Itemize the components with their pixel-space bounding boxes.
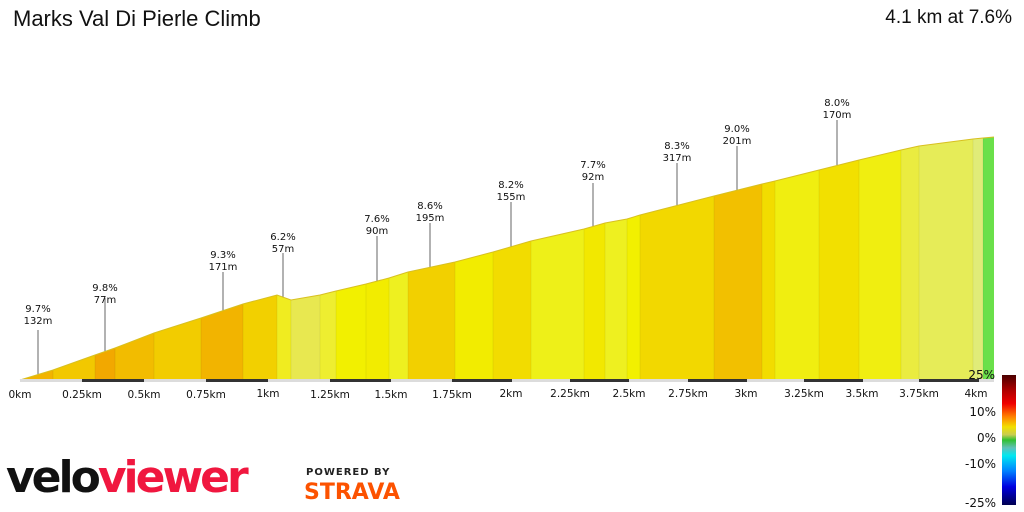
annotation-length: 155m <box>497 192 526 203</box>
annotation-gradient: 8.2% <box>498 180 523 191</box>
annotation-length: 317m <box>663 153 692 164</box>
x-tick: 1.75km <box>432 389 472 401</box>
x-tick: 3km <box>735 388 758 400</box>
x-tick: 2.25km <box>550 388 590 400</box>
legend-label: 10% <box>969 405 996 419</box>
annotation-gradient: 8.3% <box>664 141 689 152</box>
x-tick: 0km <box>9 389 32 401</box>
x-tick: 2.75km <box>668 388 708 400</box>
legend-label: -25% <box>965 496 996 510</box>
legend-label: 0% <box>977 431 996 445</box>
x-tick: 4km <box>965 388 988 400</box>
annotation-length: 195m <box>416 213 445 224</box>
x-tick: 0.5km <box>127 389 160 401</box>
annotation-gradient: 9.0% <box>724 124 749 135</box>
x-tick: 1.25km <box>310 389 350 401</box>
gradient-legend: 25% 10% 0% -10% -25% <box>965 368 1016 510</box>
veloviewer-logo: veloviewer <box>6 452 249 504</box>
annotation-lines <box>37 120 838 375</box>
legend-label: -10% <box>965 457 996 471</box>
annotation-length: 92m <box>582 172 604 183</box>
annotation-gradient: 9.3% <box>210 250 235 261</box>
annotation-length: 170m <box>823 110 852 121</box>
distance-scale-bar <box>20 379 994 382</box>
x-axis-ticks: 0km 0.25km 0.5km 0.75km 1km 1.25km 1.5km… <box>9 388 988 401</box>
annotation-length: 171m <box>209 262 238 273</box>
annotation-length: 57m <box>272 244 294 255</box>
annotation-gradient: 8.6% <box>417 201 442 212</box>
annotation-labels: 9.7% 132m 9.8% 77m 9.3% 171m 6.2% 57m 7.… <box>24 98 852 327</box>
logo-viewer: viewer <box>97 452 249 503</box>
annotation-length: 132m <box>24 316 53 327</box>
annotation-gradient: 9.7% <box>25 304 50 315</box>
x-tick: 3.5km <box>845 388 878 400</box>
x-tick: 0.75km <box>186 389 226 401</box>
x-tick: 3.75km <box>899 388 939 400</box>
annotation-length: 90m <box>366 226 388 237</box>
climb-title: Marks Val Di Pierle Climb <box>13 6 261 31</box>
annotation-gradient: 7.7% <box>580 160 605 171</box>
strava-logo: STRAVA <box>304 480 400 505</box>
x-tick: 0.25km <box>62 389 102 401</box>
x-tick: 2km <box>500 388 523 400</box>
gradient-segments <box>20 137 994 380</box>
annotation-gradient: 9.8% <box>92 283 117 294</box>
annotation-gradient: 6.2% <box>270 232 295 243</box>
x-tick: 2.5km <box>612 388 645 400</box>
annotation-gradient: 8.0% <box>824 98 849 109</box>
annotation-length: 77m <box>94 295 116 306</box>
x-tick: 3.25km <box>784 388 824 400</box>
x-tick: 1.5km <box>374 389 407 401</box>
powered-by-label: POWERED BY <box>306 467 391 478</box>
logo-velo: velo <box>6 452 101 503</box>
legend-colorbar <box>1002 375 1016 505</box>
annotation-gradient: 7.6% <box>364 214 389 225</box>
profile-outline <box>19 136 995 381</box>
legend-label: 25% <box>968 368 995 382</box>
annotation-length: 201m <box>723 136 752 147</box>
climb-summary: 4.1 km at 7.6% <box>885 7 1012 28</box>
x-tick: 1km <box>257 388 280 400</box>
